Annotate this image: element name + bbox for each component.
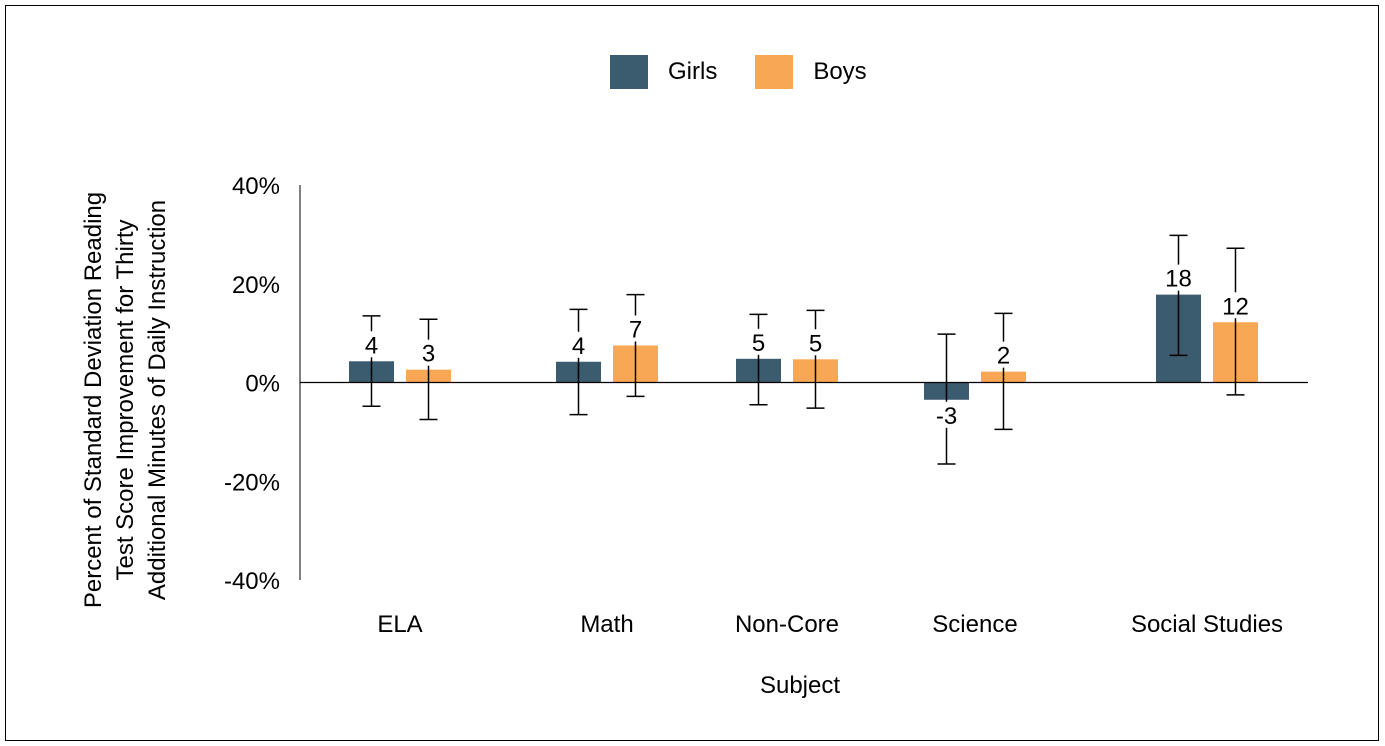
y-tick-label: 0% (245, 371, 280, 398)
chart-frame (5, 5, 1379, 741)
y-tick-label: 20% (232, 272, 280, 299)
value-label-bg (1219, 292, 1252, 319)
x-tick-label: Math (580, 611, 633, 638)
value-label-bg (994, 341, 1013, 368)
legend-label-boys: Boys (813, 58, 867, 85)
value-label-bg (930, 401, 963, 428)
value-label-girls: 4 (365, 332, 378, 359)
legend: Girls Boys (610, 55, 905, 89)
value-label-bg (626, 315, 645, 342)
value-label-boys: 2 (997, 343, 1010, 370)
x-tick-label: ELA (377, 611, 422, 638)
value-label-boys: 7 (629, 316, 642, 343)
x-tick-label: Social Studies (1131, 611, 1283, 638)
legend-swatch-boys (755, 55, 794, 89)
y-tick-label: -40% (224, 568, 280, 595)
value-label-boys: 5 (809, 330, 822, 357)
y-tick-label: -20% (224, 469, 280, 496)
value-label-girls: 5 (752, 330, 765, 357)
value-label-bg (419, 339, 438, 366)
value-label-girls: 4 (572, 333, 585, 360)
value-label-bg (806, 329, 825, 356)
value-label-bg (1162, 264, 1195, 291)
x-axis-title: Subject (760, 672, 840, 699)
value-label-girls: -3 (936, 403, 957, 430)
value-label-girls: 18 (1165, 266, 1192, 293)
value-label-boys: 12 (1222, 293, 1249, 320)
value-label-boys: 3 (422, 341, 435, 368)
x-tick-label: Science (932, 611, 1017, 638)
legend-label-girls: Girls (668, 58, 718, 85)
legend-item-boys: Boys (755, 55, 867, 89)
value-label-bg (362, 331, 381, 358)
legend-swatch-girls (610, 55, 648, 89)
value-label-bg (749, 328, 768, 355)
value-label-bg (569, 331, 588, 358)
x-tick-label: Non-Core (735, 611, 839, 638)
y-tick-label: 40% (232, 173, 280, 200)
legend-item-girls: Girls (610, 55, 717, 89)
